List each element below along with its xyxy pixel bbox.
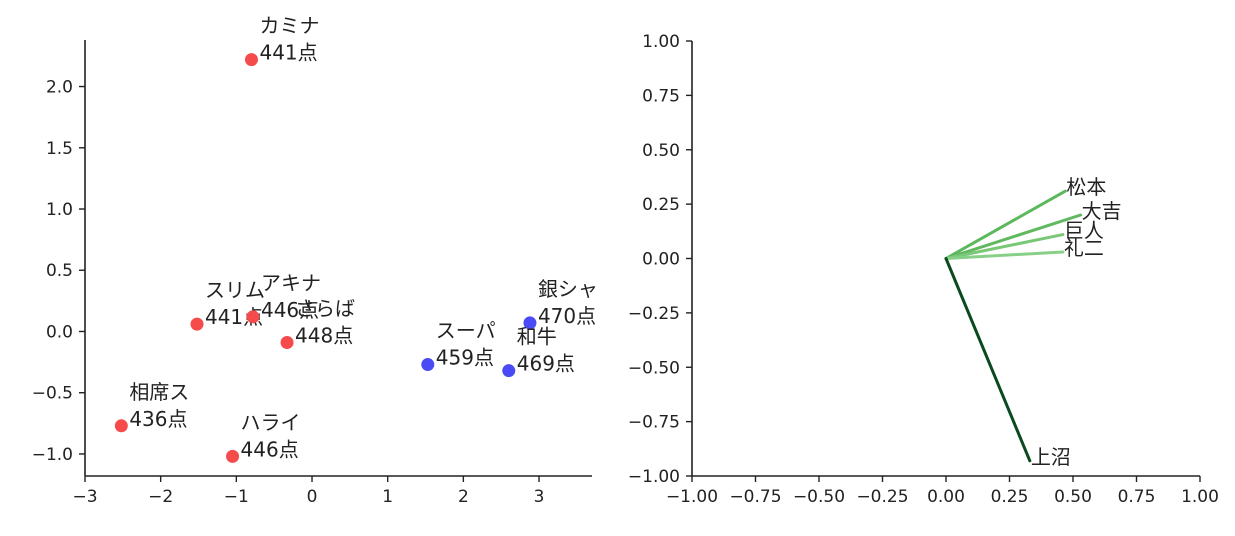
- vector-line: [944, 233, 1065, 260]
- scatter-x-tick-label: −1: [224, 487, 249, 507]
- point-name: スリム: [205, 278, 265, 302]
- point-label: 相席ス 436点: [129, 380, 189, 431]
- vector-panel: −1.00 −0.75 −0.50 −0.25 0.00 0.25 0.50 0.75 1.00…: [628, 32, 1219, 507]
- scatter-point: [246, 310, 260, 324]
- vector-x-tick-label: −0.25: [856, 487, 908, 507]
- vector-y-tick-label: 1.00: [642, 32, 680, 52]
- point-label: 和牛 469点: [517, 325, 575, 376]
- vector-y-tick-label: −0.75: [628, 413, 680, 433]
- vector-x-tick-label: −0.75: [729, 487, 781, 507]
- scatter-x-tick-label: −2: [148, 487, 173, 507]
- scatter-y-tick-label: 2.0: [46, 78, 73, 98]
- vector-y-tick-label: 0.75: [642, 86, 680, 106]
- scatter-point: [190, 317, 204, 331]
- vector-label: 松本: [1066, 175, 1106, 199]
- point-label: 銀シャ 470点: [538, 277, 598, 328]
- point-score: 436点: [129, 407, 187, 431]
- scatter-y-tick-label: 1.0: [46, 200, 73, 220]
- scatter-point: [421, 358, 435, 372]
- vector-y-tick-label: −0.25: [628, 304, 680, 324]
- vector-x-tick-label: 0.00: [927, 487, 965, 507]
- point-score: 448点: [295, 324, 353, 348]
- point-name: カミナ: [259, 14, 319, 38]
- point-label: ハライ 446点: [241, 410, 301, 461]
- point-label: アキナ 446点: [261, 271, 321, 322]
- vector-line: [944, 250, 1065, 260]
- scatter-point: [114, 419, 128, 433]
- vector-label: 上沼: [1031, 445, 1071, 469]
- point-label: スーパ 459点: [436, 319, 496, 370]
- point-score: 446点: [261, 298, 319, 322]
- scatter-point: [523, 316, 537, 330]
- point-name: 和牛: [517, 325, 557, 349]
- scatter-x-tick-label: 0: [307, 487, 318, 507]
- point-score: 470点: [538, 304, 596, 328]
- scatter-x-tick-label: 2: [458, 487, 469, 507]
- vector-x-tick-label: 0.75: [1118, 487, 1156, 507]
- scatter-y-tick-label: 1.5: [46, 139, 73, 159]
- vector-x-tick-label: 1.00: [1181, 487, 1219, 507]
- point-name: ハライ: [241, 410, 301, 434]
- vector-y-tick-label: −1.00: [628, 467, 680, 487]
- vector-label: 大吉: [1082, 199, 1122, 223]
- vector-label: 巨人: [1064, 219, 1104, 243]
- scatter-x-tick-label: 1: [382, 487, 393, 507]
- point-score: 469点: [517, 352, 575, 376]
- scatter-y-tick-label: −0.5: [32, 384, 73, 404]
- scatter-y-tick-label: −1.0: [32, 445, 73, 465]
- vector-x-tick-label: −0.50: [793, 487, 845, 507]
- scatter-y-tick-label: 0.5: [46, 261, 73, 281]
- point-name: 相席ス: [129, 380, 189, 404]
- scatter-point: [502, 364, 516, 378]
- point-label: さらば 448点: [295, 297, 355, 348]
- vector-y-tick-label: 0.25: [642, 195, 680, 215]
- vector-x-tick-label: 0.25: [991, 487, 1029, 507]
- vector-y-tick-label: −0.50: [628, 358, 680, 378]
- vector-line: [944, 257, 1032, 463]
- scatter-point: [244, 53, 258, 67]
- point-label: カミナ 441点: [259, 14, 319, 65]
- point-name: スーパ: [436, 319, 496, 343]
- vector-y-tick-label: 0.50: [642, 141, 680, 161]
- scatter-x-tick-label: 3: [534, 487, 545, 507]
- point-name: アキナ: [261, 271, 321, 295]
- vector-label: 礼二: [1064, 236, 1104, 260]
- vector-line: [944, 213, 1083, 260]
- vector-x-tick-label: −1.00: [666, 487, 718, 507]
- point-name: 銀シャ: [538, 277, 598, 301]
- scatter-point: [226, 449, 240, 463]
- vector-x-tick-label: 0.50: [1054, 487, 1092, 507]
- scatter-panel: −3 −2 −1 0 1 2 3 −1.0 −0.5 0.0 0.5 1.0 1.5 2.0 カミナ 441点…: [32, 14, 598, 507]
- point-score: 459点: [436, 346, 494, 370]
- point-score: 446点: [241, 437, 299, 461]
- scatter-x-tick-label: −3: [72, 487, 97, 507]
- vector-y-tick-label: 0.00: [642, 250, 680, 270]
- scatter-point: [280, 336, 294, 350]
- vector-line: [944, 189, 1067, 260]
- point-name: さらば: [295, 297, 355, 321]
- point-score: 441点: [259, 41, 317, 65]
- scatter-y-tick-label: 0.0: [46, 322, 73, 342]
